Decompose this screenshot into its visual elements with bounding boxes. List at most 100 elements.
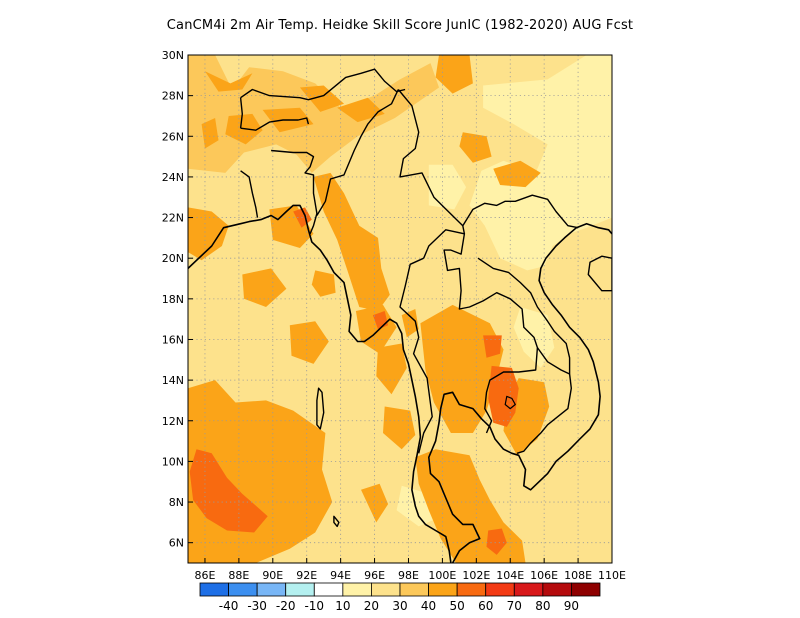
colorbar-label: 10 bbox=[335, 599, 350, 613]
x-tick-label: 108E bbox=[564, 569, 592, 582]
field-region bbox=[486, 528, 507, 555]
colorbar-label: 90 bbox=[564, 599, 579, 613]
x-tick-label: 100E bbox=[428, 569, 456, 582]
country-border bbox=[239, 97, 243, 129]
shaded-field bbox=[188, 55, 612, 563]
country-border bbox=[536, 347, 570, 375]
country-border bbox=[240, 68, 406, 101]
y-tick-label: 8N bbox=[169, 496, 184, 509]
colorbar-swatch bbox=[342, 582, 372, 597]
island-outline bbox=[333, 515, 340, 528]
colorbar-label: -10 bbox=[304, 599, 324, 613]
field-region bbox=[355, 304, 397, 354]
colorbar-swatch bbox=[428, 582, 458, 597]
field-region bbox=[188, 207, 229, 261]
coastline bbox=[428, 222, 612, 563]
field-region bbox=[201, 118, 219, 149]
field-region bbox=[469, 55, 612, 271]
coastline bbox=[188, 204, 452, 563]
island-outline bbox=[316, 387, 325, 430]
country-border bbox=[240, 117, 310, 131]
y-tick-label: 10N bbox=[162, 455, 184, 468]
field-region bbox=[435, 55, 473, 94]
colorbar-label: 20 bbox=[364, 599, 379, 613]
gridlines bbox=[188, 55, 612, 563]
colorbar-swatch bbox=[542, 582, 572, 597]
field-region bbox=[361, 483, 389, 523]
colorbar-label: 30 bbox=[392, 599, 407, 613]
field-region bbox=[289, 321, 329, 364]
field-region bbox=[205, 71, 253, 92]
colorbar-swatch bbox=[571, 582, 601, 597]
x-tick-label: 92E bbox=[296, 569, 317, 582]
country-border bbox=[462, 194, 579, 229]
field-region bbox=[488, 365, 519, 427]
country-border bbox=[316, 89, 399, 216]
lake-outline bbox=[504, 395, 516, 410]
colorbar-swatch bbox=[228, 582, 258, 597]
colorbar-swatch bbox=[371, 582, 401, 597]
country-border bbox=[443, 233, 539, 434]
colorbar-label: 40 bbox=[421, 599, 436, 613]
x-tick-label: 106E bbox=[530, 569, 558, 582]
colorbar-swatch bbox=[456, 582, 487, 597]
colorbar-label: -20 bbox=[276, 599, 296, 613]
field-region bbox=[313, 172, 390, 311]
colorbar-swatch bbox=[399, 582, 429, 597]
y-tick-label: 18N bbox=[162, 293, 184, 306]
geography-lines bbox=[188, 68, 612, 563]
y-tick-label: 22N bbox=[162, 212, 184, 225]
colorbar-label: -40 bbox=[219, 599, 239, 613]
y-tick-label: 20N bbox=[162, 252, 184, 265]
colorbar-label: -30 bbox=[247, 599, 267, 613]
x-tick-label: 96E bbox=[364, 569, 385, 582]
field-region bbox=[420, 304, 504, 433]
plot-frame bbox=[187, 54, 613, 564]
colorbar-swatch bbox=[256, 582, 287, 597]
field-region bbox=[311, 270, 336, 297]
x-tick-label: 88E bbox=[228, 569, 249, 582]
y-tick-label: 28N bbox=[162, 90, 184, 103]
colorbar-swatch bbox=[313, 582, 344, 597]
x-tick-label: 98E bbox=[398, 569, 419, 582]
field-region bbox=[189, 449, 268, 533]
y-tick-label: 16N bbox=[162, 333, 184, 346]
field-region bbox=[428, 164, 467, 210]
y-tick-label: 12N bbox=[162, 415, 184, 428]
field-region bbox=[376, 343, 407, 395]
colorbar-swatch bbox=[199, 582, 229, 597]
x-tick-label: 86E bbox=[194, 569, 215, 582]
y-tick-label: 24N bbox=[162, 171, 184, 184]
field-region bbox=[483, 335, 502, 358]
field-region bbox=[188, 55, 439, 173]
island-outline bbox=[587, 255, 612, 292]
y-tick-label: 6N bbox=[169, 537, 184, 550]
colorbar-label: 80 bbox=[535, 599, 550, 613]
x-tick-label: 102E bbox=[462, 569, 490, 582]
field-region bbox=[383, 406, 416, 450]
x-tick-label: 104E bbox=[496, 569, 524, 582]
field-region bbox=[493, 160, 541, 188]
x-tick-label: 90E bbox=[262, 569, 283, 582]
colorbar-label: 70 bbox=[507, 599, 522, 613]
y-tick-label: 14N bbox=[162, 374, 184, 387]
colorbar-label: 60 bbox=[478, 599, 493, 613]
country-border bbox=[399, 257, 433, 454]
country-border bbox=[271, 149, 318, 235]
field-region bbox=[401, 309, 419, 338]
colorbar-swatch bbox=[285, 582, 315, 597]
field-region bbox=[242, 268, 287, 307]
field-region bbox=[459, 132, 492, 163]
y-tick-label: 26N bbox=[162, 130, 184, 143]
colorbar-swatch bbox=[485, 582, 515, 597]
country-border bbox=[477, 257, 572, 454]
chart-title: CanCM4i 2m Air Temp. Heidke Skill Score … bbox=[166, 18, 634, 33]
x-tick-label: 94E bbox=[330, 569, 351, 582]
country-border bbox=[240, 170, 259, 218]
field-region bbox=[299, 85, 344, 112]
field-region bbox=[337, 97, 385, 123]
country-border bbox=[397, 89, 466, 259]
y-tick-label: 30N bbox=[162, 49, 184, 62]
axes: 86E 88E 90E 92E 94E 96E 98E 100E 102E 104E 106E 108… bbox=[162, 49, 626, 582]
